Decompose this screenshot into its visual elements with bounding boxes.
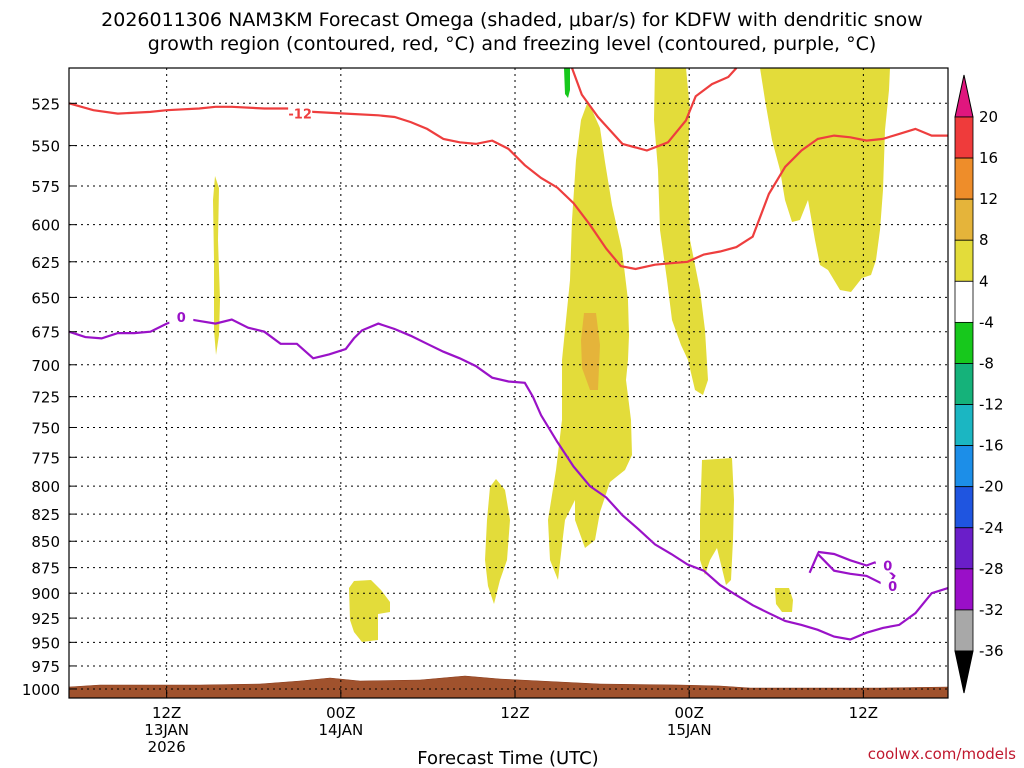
x-axis-label: Forecast Time (UTC) bbox=[417, 748, 598, 768]
colorbar-segment bbox=[954, 486, 974, 529]
omega-region-negative bbox=[564, 68, 570, 98]
plot-area: -12 0 0 0 525 550 575 600 625 650 675 700 725 750 775… bbox=[22, 67, 949, 756]
freezing-level-0-contour bbox=[68, 317, 949, 641]
omega-region-upper-right bbox=[654, 68, 708, 395]
y-tick-label: 550 bbox=[31, 138, 60, 156]
omega-region-900mb bbox=[775, 588, 793, 612]
omega-region-925mb bbox=[349, 580, 390, 642]
y-tick-label: 625 bbox=[31, 254, 60, 272]
y-tick-label: 650 bbox=[31, 289, 60, 307]
y-tick-label: 675 bbox=[31, 324, 60, 342]
colorbar-label: 12 bbox=[979, 190, 998, 208]
x-tick-label: 13JAN bbox=[144, 721, 189, 739]
colorbar-label: 20 bbox=[979, 108, 998, 126]
contour-label-minus12: -12 bbox=[288, 108, 312, 123]
contour-label-bg bbox=[169, 309, 194, 324]
x-tick-label: 2026 bbox=[148, 738, 186, 756]
freezing-level-0-contour-secondary bbox=[808, 550, 896, 586]
y-tick-label: 600 bbox=[31, 217, 60, 235]
y-tick-label: 925 bbox=[31, 610, 60, 628]
colorbar-label: -24 bbox=[979, 519, 1004, 537]
x-tick-label: 00Z bbox=[326, 704, 355, 722]
chart-title-line2: growth region (contoured, red, °C) and f… bbox=[148, 33, 877, 55]
y-tick-label: 875 bbox=[31, 560, 60, 578]
colorbar-segment bbox=[954, 527, 974, 570]
y-tick-label: 750 bbox=[31, 419, 60, 437]
omega-region-left-sliver bbox=[213, 176, 220, 355]
x-tick-label: 15JAN bbox=[667, 721, 712, 739]
y-tick-label: 525 bbox=[31, 95, 60, 113]
colorbar-segment bbox=[954, 568, 974, 611]
colorbar-segment bbox=[954, 116, 974, 159]
chart-title-line1: 2026011306 NAM3KM Forecast Omega (shaded… bbox=[101, 9, 923, 31]
y-tick-label: 850 bbox=[31, 533, 60, 551]
y-tick-label: 1000 bbox=[22, 681, 60, 699]
terrain-surface bbox=[68, 675, 949, 699]
contour-label-bg bbox=[288, 106, 313, 121]
colorbar-segment bbox=[954, 239, 974, 282]
y-tick-label: 950 bbox=[31, 634, 60, 652]
x-tick-label: 14JAN bbox=[318, 721, 363, 739]
colorbar-top-arrow bbox=[954, 74, 974, 118]
grid-lines bbox=[69, 68, 948, 698]
y-tick-label: 800 bbox=[31, 478, 60, 496]
colorbar-segment bbox=[954, 404, 974, 447]
y-axis: 525 550 575 600 625 650 675 700 725 750 775 800 825 8… bbox=[22, 95, 77, 699]
colorbar-label: -4 bbox=[979, 313, 994, 331]
colorbar-label: -12 bbox=[979, 396, 1004, 414]
colorbar-label: 4 bbox=[979, 272, 989, 290]
contour-label-zero-3: 0 bbox=[888, 580, 897, 595]
omega-region-top-right bbox=[760, 68, 890, 292]
colorbar-segment bbox=[954, 198, 974, 241]
contour-label-zero: 0 bbox=[177, 311, 186, 326]
colorbar-segment bbox=[954, 157, 974, 200]
x-tick-label: 12Z bbox=[849, 704, 878, 722]
dendritic-minus12-contour bbox=[68, 102, 948, 271]
plot-frame bbox=[68, 67, 949, 699]
y-tick-label: 975 bbox=[31, 658, 60, 676]
y-tick-label: 575 bbox=[31, 178, 60, 196]
omega-shading bbox=[213, 68, 890, 642]
colorbar-label: -32 bbox=[979, 601, 1004, 619]
colorbar-bottom-arrow bbox=[954, 650, 974, 694]
colorbar-label: 16 bbox=[979, 149, 998, 167]
contour-label-bg bbox=[880, 579, 905, 594]
credit-text: coolwx.com/models bbox=[868, 745, 1016, 763]
y-tick-label: 775 bbox=[31, 449, 60, 467]
colorbar-segment bbox=[954, 321, 974, 364]
contours: -12 0 0 0 bbox=[68, 67, 949, 641]
contour-label-bg bbox=[875, 558, 900, 573]
y-tick-label: 825 bbox=[31, 506, 60, 524]
colorbar: 20 16 12 8 4 -4 -8 -12 -16 -20 -24 -28 -32 -36 bbox=[954, 74, 1004, 694]
colorbar-label: -36 bbox=[979, 642, 1004, 660]
y-tick-label: 700 bbox=[31, 357, 60, 375]
colorbar-label: -20 bbox=[979, 478, 1004, 496]
colorbar-label: 8 bbox=[979, 231, 989, 249]
x-tick-label: 12Z bbox=[152, 704, 181, 722]
colorbar-segment bbox=[954, 280, 974, 323]
colorbar-label: -16 bbox=[979, 437, 1004, 455]
colorbar-segment bbox=[954, 363, 974, 405]
y-tick-label: 900 bbox=[31, 585, 60, 603]
x-tick-label: 00Z bbox=[674, 704, 703, 722]
omega-region-core bbox=[581, 313, 600, 390]
colorbar-segment bbox=[954, 445, 974, 488]
colorbar-label: -8 bbox=[979, 354, 994, 372]
dendritic-minus12-contour-secondary bbox=[570, 67, 738, 152]
omega-region-lower-right bbox=[700, 458, 734, 585]
omega-region-825mb bbox=[485, 479, 510, 604]
y-tick-label: 725 bbox=[31, 389, 60, 407]
contour-label-zero-2: 0 bbox=[883, 560, 892, 575]
x-tick-label: 12Z bbox=[500, 704, 529, 722]
colorbar-label: -28 bbox=[979, 560, 1004, 578]
colorbar-segment bbox=[954, 609, 974, 652]
